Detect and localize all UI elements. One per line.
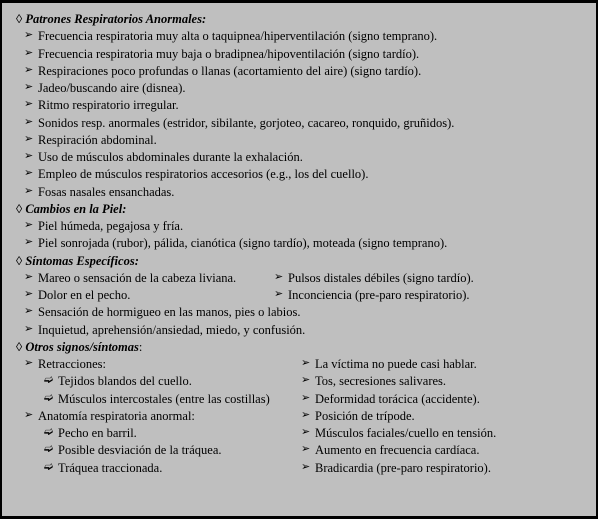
list-item: Ritmo respiratorio irregular.: [38, 97, 584, 114]
list-item: La víctima no puede casi hablar.: [315, 356, 584, 373]
list-item: Empleo de músculos respiratorios accesor…: [38, 166, 584, 183]
list-item: Bradicardia (pre-paro respiratorio).: [315, 460, 584, 477]
list-subitem: Músculos intercostales (entre las costil…: [58, 391, 301, 408]
list-item: Jadeo/buscando aire (disnea).: [38, 80, 584, 97]
list-item: Pulsos distales débiles (signo tardío).: [288, 270, 584, 287]
section-title-piel: Cambios en la Piel:: [16, 201, 584, 218]
list-item: Aumento en frecuencia cardíaca.: [315, 442, 584, 459]
list-item: Uso de músculos abdominales durante la e…: [38, 149, 584, 166]
list-subitem: Tejidos blandos del cuello.: [58, 373, 301, 390]
list-item: Fosas nasales ensanchadas.: [38, 184, 584, 201]
list-item: Inquietud, aprehensión/ansiedad, miedo, …: [38, 322, 584, 339]
section-title-otros: ◊ Otros signos/síntomas:: [16, 339, 584, 356]
list-item: Inconciencia (pre-paro respiratorio).: [288, 287, 584, 304]
list-item: Deformidad torácica (accidente).: [315, 391, 584, 408]
list-item: Retracciones:: [38, 356, 301, 373]
list-item: Frecuencia respiratoria muy baja o bradi…: [38, 46, 584, 63]
section-title-respiratorios: Patrones Respiratorios Anormales:: [16, 11, 584, 28]
list-item: Anatomía respiratoria anormal:: [38, 408, 301, 425]
list-item: Sensación de hormigueo en las manos, pie…: [38, 304, 584, 321]
list-item: Respiración abdominal.: [38, 132, 584, 149]
list-subitem: Tráquea traccionada.: [58, 460, 301, 477]
list-item: Mareo o sensación de la cabeza liviana.: [38, 270, 274, 287]
list-item: Respiraciones poco profundas o llanas (a…: [38, 63, 584, 80]
list-item: Piel sonrojada (rubor), pálida, cianótic…: [38, 235, 584, 252]
list-subitem: Posible desviación de la tráquea.: [58, 442, 301, 459]
list-item: Piel húmeda, pegajosa y fría.: [38, 218, 584, 235]
list-item: Dolor en el pecho.: [38, 287, 274, 304]
two-col-block: Retracciones: Tejidos blandos del cuello…: [14, 356, 584, 477]
list-item: Tos, secresiones salivares.: [315, 373, 584, 390]
list-item: Músculos faciales/cuello en tensión.: [315, 425, 584, 442]
list-item: Sonidos resp. anormales (estridor, sibil…: [38, 115, 584, 132]
two-col-row: Dolor en el pecho. Inconciencia (pre-par…: [14, 287, 584, 304]
two-col-row: Mareo o sensación de la cabeza liviana. …: [14, 270, 584, 287]
section-title-especificos: Síntomas Específicos:: [16, 253, 584, 270]
list-item: Frecuencia respiratoria muy alta o taqui…: [38, 28, 584, 45]
list-subitem: Pecho en barril.: [58, 425, 301, 442]
list-item: Posición de trípode.: [315, 408, 584, 425]
